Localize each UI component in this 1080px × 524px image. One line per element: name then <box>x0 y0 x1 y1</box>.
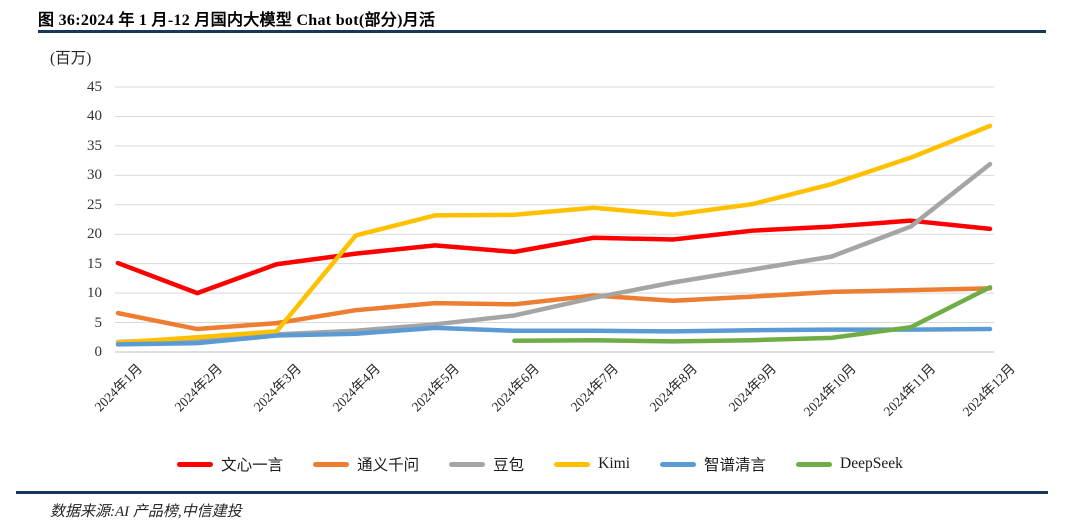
top-divider <box>38 30 1046 33</box>
legend-label: 智谱清言 <box>704 457 767 474</box>
y-tick-label: 5 <box>94 314 103 331</box>
legend-swatch <box>554 461 591 467</box>
y-tick-label: 30 <box>87 167 102 184</box>
series-line-deepseek <box>512 284 993 344</box>
y-tick-label: 0 <box>94 344 103 360</box>
legend-item-deepseek: DeepSeek <box>796 455 903 473</box>
y-axis-unit-label: (百万) <box>50 50 92 67</box>
data-source: 数据来源:AI 产品榜,中信建投 <box>50 504 242 520</box>
y-tick-label: 10 <box>87 285 102 302</box>
bottom-divider <box>16 491 1048 494</box>
legend-label: 文心一言 <box>221 457 284 474</box>
series-line-tongyi <box>115 286 993 332</box>
legend-item-zhipu: 智谱清言 <box>660 453 766 475</box>
figure-title: 图 36:2024 年 1 月-12 月国内大模型 Chat bot(部分)月活 <box>38 12 436 29</box>
legend-label: Kimi <box>598 455 631 472</box>
y-tick-label: 25 <box>87 196 102 213</box>
legend-swatch <box>313 461 350 467</box>
series-line-wenxin <box>115 218 993 296</box>
legend-label: 通义千问 <box>357 457 420 474</box>
y-tick-label: 20 <box>87 226 102 243</box>
legend-item-tongyi: 通义千问 <box>313 453 419 475</box>
legend-label: DeepSeek <box>840 455 903 472</box>
chart-legend: 文心一言 通义千问 豆包 Kimi 智谱清言 DeepSeek <box>0 450 1080 478</box>
chart-plot-area <box>115 86 994 353</box>
legend-swatch <box>449 461 486 467</box>
y-tick-label: 35 <box>87 137 102 154</box>
series-line-zhipu <box>115 325 993 347</box>
y-tick-label: 40 <box>87 108 102 125</box>
series-line-doubao <box>115 161 993 345</box>
y-tick-label: 15 <box>87 255 102 272</box>
legend-swatch <box>177 461 214 467</box>
y-tick-label: 45 <box>87 79 102 95</box>
series-line-kimi <box>115 123 993 345</box>
legend-item-kimi: Kimi <box>554 455 630 473</box>
legend-swatch <box>796 461 833 467</box>
line-chart: (百万) 0 5 10 15 20 25 30 35 40 45 2024年1月 2024年2月 20… <box>0 40 1080 460</box>
legend-label: 豆包 <box>493 457 525 474</box>
legend-swatch <box>660 461 697 467</box>
legend-item-doubao: 豆包 <box>449 453 524 475</box>
legend-item-wenxin: 文心一言 <box>177 453 283 475</box>
